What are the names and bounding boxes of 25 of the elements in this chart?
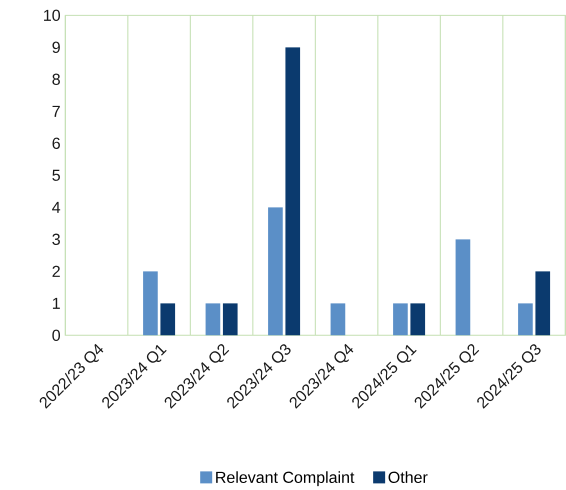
legend-label: Relevant Complaint (216, 471, 354, 486)
bar (143, 271, 158, 336)
y-tick-label: 9 (52, 42, 60, 53)
y-tick-label: 4 (52, 202, 60, 213)
bar (160, 303, 176, 336)
bar (268, 207, 283, 336)
y-tick-label: 10 (44, 10, 60, 21)
bar (518, 303, 533, 336)
y-tick-label: 1 (52, 298, 60, 309)
bar (410, 303, 426, 336)
bar (285, 47, 300, 336)
y-tick-label: 7 (52, 106, 60, 117)
y-tick-label: 5 (52, 170, 60, 181)
y-tick-label: 0 (52, 330, 60, 341)
y-tick-label: 6 (52, 138, 60, 149)
y-tick-label: 2 (52, 266, 60, 277)
legend-label: Other (388, 471, 428, 483)
bar (535, 271, 550, 336)
bar (222, 303, 238, 336)
bar (393, 303, 408, 336)
y-tick-label: 3 (52, 234, 60, 245)
y-tick-label: 8 (52, 74, 60, 85)
bar (206, 303, 220, 336)
bar (456, 239, 470, 336)
bar (330, 303, 346, 336)
